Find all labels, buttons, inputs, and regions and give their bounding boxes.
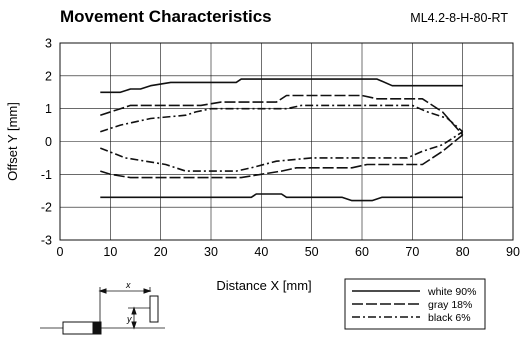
x-axis-label: Distance X [mm] <box>216 278 311 293</box>
x-tick-label: 60 <box>355 245 369 259</box>
plot-area-frame <box>59 42 514 241</box>
series-2-upper-boundary <box>100 94 464 136</box>
x-dimension-arrow-left <box>98 288 107 294</box>
y-tick-label: 1 <box>45 102 52 116</box>
x-tick-label: 80 <box>456 245 470 259</box>
legend: white 90%gray 18%black 6% <box>344 278 486 330</box>
x-tick-label: 30 <box>204 245 218 259</box>
x-tick-label: 50 <box>305 245 319 259</box>
x-tick-label: 20 <box>154 245 168 259</box>
series-3-upper-boundary <box>100 104 464 133</box>
y-axis-label: Offset Y [mm] <box>5 102 20 181</box>
x-axis-ticks: 0 10 20 30 40 50 60 70 80 90 <box>57 245 520 259</box>
y-tick-label: -3 <box>41 234 52 248</box>
legend-label-1: white 90% <box>427 286 476 298</box>
reflector-target <box>149 295 159 323</box>
legend-label-3: black 6% <box>428 312 471 324</box>
y-dimension-arrow-bottom <box>131 321 137 330</box>
x-tick-label: 10 <box>103 245 117 259</box>
series-2 <box>100 94 464 179</box>
series-1-upper-boundary <box>100 78 463 94</box>
x-dimension-arrow-right <box>143 288 152 294</box>
y-tick-label: -1 <box>41 168 52 182</box>
x-tick-label: 70 <box>405 245 419 259</box>
y-axis-ticks: 3 2 1 0 -1 -2 -3 <box>41 37 52 248</box>
y-dimension-arrow-top <box>131 306 137 315</box>
chart-subtitle: ML4.2-8-H-80-RT <box>410 11 508 25</box>
series-1-lower-boundary <box>100 193 463 202</box>
grid <box>59 42 514 241</box>
diagram-x-label: x <box>125 280 131 290</box>
diagram-y-label: y <box>126 314 132 324</box>
y-tick-label: 2 <box>45 69 52 83</box>
chart-title: Movement Characteristics <box>60 7 272 26</box>
series-3 <box>100 104 464 172</box>
y-tick-label: 0 <box>45 135 52 149</box>
series-layer <box>100 78 464 202</box>
sensor-diagram <box>40 287 165 335</box>
legend-label-2: gray 18% <box>428 299 472 311</box>
sensor-body <box>62 321 94 335</box>
y-tick-label: 3 <box>45 37 52 51</box>
sensor-lens <box>92 321 102 335</box>
series-1 <box>100 78 463 202</box>
x-tick-label: 90 <box>506 245 520 259</box>
y-tick-label: -2 <box>41 201 52 215</box>
x-tick-label: 0 <box>57 245 64 259</box>
x-tick-label: 40 <box>254 245 268 259</box>
series-2-lower-boundary <box>100 134 464 179</box>
